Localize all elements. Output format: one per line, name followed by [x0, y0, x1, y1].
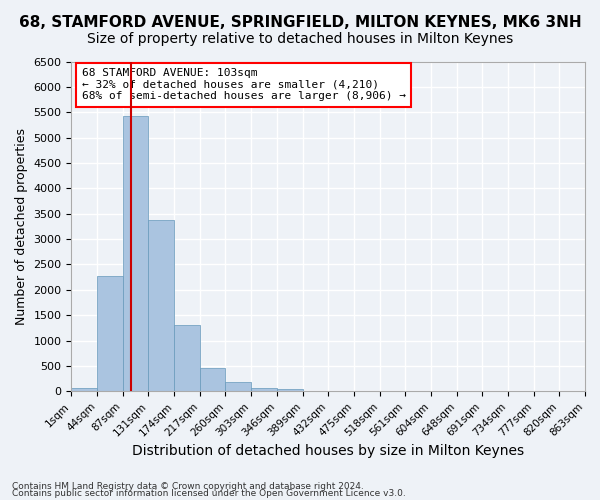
Bar [302, 390, 328, 392]
Text: Contains public sector information licensed under the Open Government Licence v3: Contains public sector information licen… [12, 490, 406, 498]
Text: 68, STAMFORD AVENUE, SPRINGFIELD, MILTON KEYNES, MK6 3NH: 68, STAMFORD AVENUE, SPRINGFIELD, MILTON… [19, 15, 581, 30]
Bar [174, 325, 200, 392]
X-axis label: Distribution of detached houses by size in Milton Keynes: Distribution of detached houses by size … [132, 444, 524, 458]
Text: Contains HM Land Registry data © Crown copyright and database right 2024.: Contains HM Land Registry data © Crown c… [12, 482, 364, 491]
Bar [97, 276, 123, 392]
Bar [71, 388, 97, 392]
Bar [251, 388, 277, 392]
Bar [226, 382, 251, 392]
Text: Size of property relative to detached houses in Milton Keynes: Size of property relative to detached ho… [87, 32, 513, 46]
Text: 68 STAMFORD AVENUE: 103sqm
← 32% of detached houses are smaller (4,210)
68% of s: 68 STAMFORD AVENUE: 103sqm ← 32% of deta… [82, 68, 406, 102]
Bar [200, 368, 226, 392]
Bar [148, 220, 174, 392]
Bar [277, 390, 302, 392]
Bar [123, 116, 148, 392]
Y-axis label: Number of detached properties: Number of detached properties [15, 128, 28, 325]
